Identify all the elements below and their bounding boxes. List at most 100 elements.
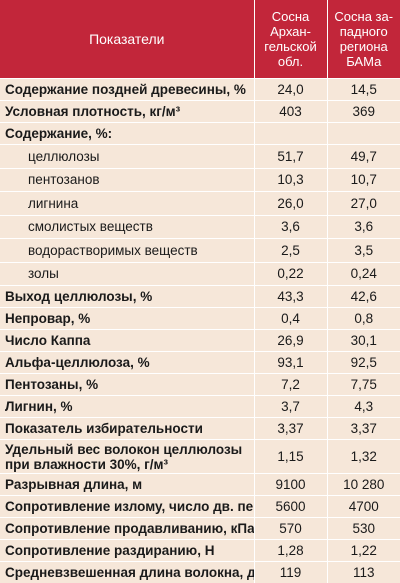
header-line: Сосна bbox=[255, 9, 327, 24]
row-label: пентозанов bbox=[0, 168, 254, 192]
value-bam: 92,5 bbox=[327, 352, 400, 374]
header-line: региона bbox=[328, 39, 400, 54]
header-line: Сосна за- bbox=[328, 9, 400, 24]
value-arkhangelsk: 2,5 bbox=[254, 239, 327, 263]
value-arkhangelsk: 7,2 bbox=[254, 374, 327, 396]
value-arkhangelsk: 43,3 bbox=[254, 286, 327, 308]
row-label: Выход целлюлозы, % bbox=[0, 286, 254, 308]
value-bam: 0,8 bbox=[327, 308, 400, 330]
value-arkhangelsk: 1,15 bbox=[254, 440, 327, 474]
value-arkhangelsk: 3,6 bbox=[254, 215, 327, 239]
value-arkhangelsk: 10,3 bbox=[254, 168, 327, 192]
value-bam: 4700 bbox=[327, 496, 400, 518]
value-bam: 14,5 bbox=[327, 79, 400, 101]
value-arkhangelsk: 119 bbox=[254, 562, 327, 583]
value-arkhangelsk: 93,1 bbox=[254, 352, 327, 374]
value-bam: 27,0 bbox=[327, 192, 400, 216]
value-arkhangelsk: 5600 bbox=[254, 496, 327, 518]
table-row: Содержание, %: bbox=[0, 123, 400, 145]
value-bam: 369 bbox=[327, 101, 400, 123]
value-arkhangelsk: 24,0 bbox=[254, 79, 327, 101]
row-label: Содержание поздней древесины, % bbox=[0, 79, 254, 101]
row-label: золы bbox=[0, 262, 254, 286]
row-label: Условная плотность, кг/м³ bbox=[0, 101, 254, 123]
value-arkhangelsk: 3,7 bbox=[254, 396, 327, 418]
value-bam: 0,24 bbox=[327, 262, 400, 286]
value-bam: 3,6 bbox=[327, 215, 400, 239]
value-bam: 7,75 bbox=[327, 374, 400, 396]
value-arkhangelsk: 1,28 bbox=[254, 540, 327, 562]
value-bam: 4,3 bbox=[327, 396, 400, 418]
value-bam: 1,22 bbox=[327, 540, 400, 562]
value-arkhangelsk: 570 bbox=[254, 518, 327, 540]
row-label: Показатель избирательности bbox=[0, 418, 254, 440]
value-arkhangelsk: 26,0 bbox=[254, 192, 327, 216]
header-line: гельской bbox=[255, 39, 327, 54]
value-bam: 10 280 bbox=[327, 474, 400, 496]
value-bam bbox=[327, 123, 400, 145]
header-line: БАМа bbox=[328, 54, 400, 69]
row-label: Лигнин, % bbox=[0, 396, 254, 418]
row-label: Сопротивление раздиранию, Н bbox=[0, 540, 254, 562]
value-bam: 49,7 bbox=[327, 145, 400, 169]
row-label: Непровар, % bbox=[0, 308, 254, 330]
row-label: лигнина bbox=[0, 192, 254, 216]
value-bam: 10,7 bbox=[327, 168, 400, 192]
header-line: обл. bbox=[255, 54, 327, 69]
row-label: целлюлозы bbox=[0, 145, 254, 169]
row-label: Удельный вес волокон целлюлозы при влажн… bbox=[0, 440, 254, 474]
value-bam: 113 bbox=[327, 562, 400, 583]
table-header-row: Показатели Сосна Архан- гельской обл. Со… bbox=[0, 0, 400, 79]
row-label: Средневзвешенная длина волокна, дг bbox=[0, 562, 254, 583]
value-arkhangelsk: 9100 bbox=[254, 474, 327, 496]
header-arkhangelsk-pine: Сосна Архан- гельской обл. bbox=[254, 0, 327, 79]
header-indicators: Показатели bbox=[0, 0, 254, 79]
row-label: Содержание, %: bbox=[0, 123, 254, 145]
value-bam: 30,1 bbox=[327, 330, 400, 352]
value-arkhangelsk: 0,4 bbox=[254, 308, 327, 330]
value-bam: 3,37 bbox=[327, 418, 400, 440]
value-arkhangelsk: 403 bbox=[254, 101, 327, 123]
value-arkhangelsk bbox=[254, 123, 327, 145]
value-arkhangelsk: 51,7 bbox=[254, 145, 327, 169]
row-label: Сопротивление излому, число дв. пер. bbox=[0, 496, 254, 518]
value-arkhangelsk: 0,22 bbox=[254, 262, 327, 286]
value-bam: 1,32 bbox=[327, 440, 400, 474]
value-bam: 42,6 bbox=[327, 286, 400, 308]
value-arkhangelsk: 3,37 bbox=[254, 418, 327, 440]
header-line: Архан- bbox=[255, 24, 327, 39]
row-label: смолистых веществ bbox=[0, 215, 254, 239]
value-bam: 530 bbox=[327, 518, 400, 540]
header-line: падного bbox=[328, 24, 400, 39]
row-label: Сопротивление продавливанию, кПа bbox=[0, 518, 254, 540]
header-bam-pine: Сосна за- падного региона БАМа bbox=[327, 0, 400, 79]
row-label: Число Каппа bbox=[0, 330, 254, 352]
value-arkhangelsk: 26,9 bbox=[254, 330, 327, 352]
row-label: Разрывная длина, м bbox=[0, 474, 254, 496]
row-label: водорастворимых веществ bbox=[0, 239, 254, 263]
table-row: Удельный вес волокон целлюлозы при влажн… bbox=[0, 440, 400, 474]
row-label: Пентозаны, % bbox=[0, 374, 254, 396]
value-bam: 3,5 bbox=[327, 239, 400, 263]
row-label: Альфа-целлюлоза, % bbox=[0, 352, 254, 374]
